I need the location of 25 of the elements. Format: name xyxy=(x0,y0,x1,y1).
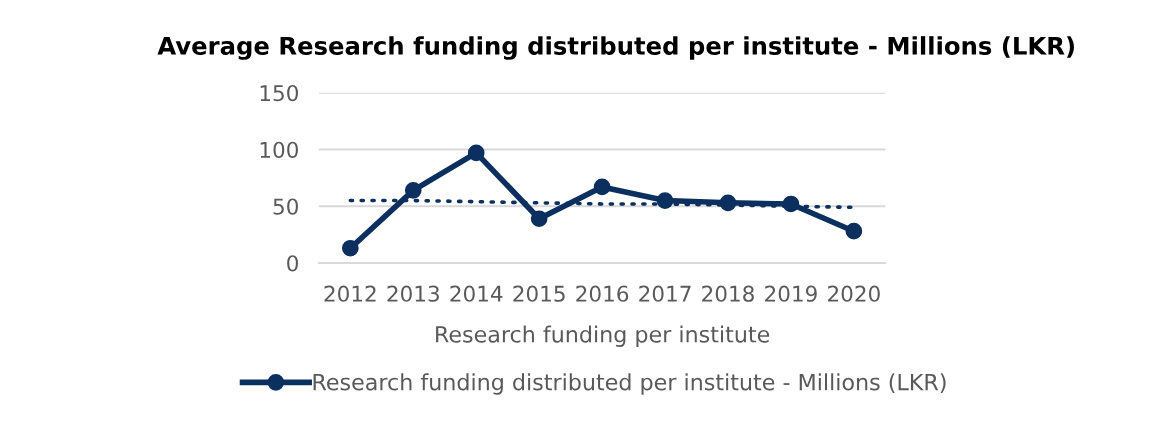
y-tick-label: 50 xyxy=(273,198,298,215)
point xyxy=(342,239,359,257)
x-tick-label: 2020 xyxy=(828,285,880,302)
point xyxy=(656,192,674,209)
y-tick-label: 100 xyxy=(260,141,298,158)
x-tick-label: 2015 xyxy=(513,285,565,302)
x-tick-label: 2017 xyxy=(639,285,691,302)
y-tick-label: 0 xyxy=(287,255,298,272)
x-tick-label: 2016 xyxy=(576,285,629,302)
point xyxy=(467,144,485,162)
x-tick-label: 2019 xyxy=(765,285,817,302)
point xyxy=(593,178,611,196)
x-tick-label: 2018 xyxy=(702,285,754,302)
point xyxy=(404,182,422,199)
x-axis-title: Research funding per institute xyxy=(436,325,770,347)
x-tick-label: 2012 xyxy=(324,285,376,302)
point xyxy=(530,210,548,228)
x-tick-label: 2014 xyxy=(450,285,503,302)
chart-title: Average Research funding distributed per institute - Millions (LKR) xyxy=(157,36,1074,60)
y-tick-label: 150 xyxy=(260,84,298,102)
legend-label: Research funding distributed per institute - Millions (LKR) xyxy=(313,373,946,395)
point xyxy=(845,222,863,240)
point xyxy=(782,195,800,213)
x-tick-label: 2013 xyxy=(387,285,439,302)
point xyxy=(719,194,737,212)
